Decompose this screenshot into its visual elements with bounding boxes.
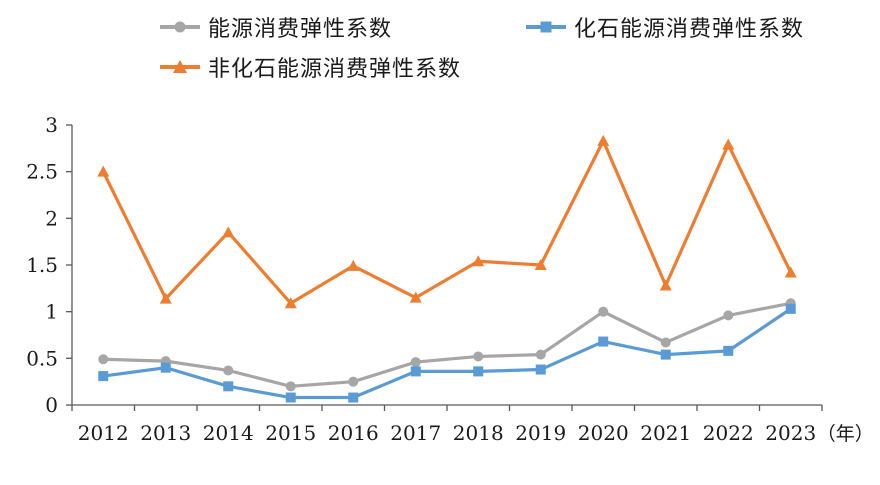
x-tick-label: 2019 bbox=[515, 421, 566, 445]
data-point bbox=[534, 259, 547, 270]
y-tick-label: 0 bbox=[45, 393, 58, 417]
y-tick-label: 1.5 bbox=[26, 253, 58, 277]
x-tick-label: 2015 bbox=[265, 421, 316, 445]
data-point bbox=[473, 366, 484, 377]
x-tick-label: 2017 bbox=[390, 421, 441, 445]
data-point bbox=[473, 351, 484, 362]
data-point bbox=[598, 306, 609, 317]
data-point bbox=[98, 371, 109, 382]
x-tick-label: 2016 bbox=[328, 421, 379, 445]
data-point bbox=[597, 134, 610, 146]
legend-item-nonfossil: 非化石能源消费弹性系数 bbox=[158, 52, 461, 82]
series-layer bbox=[97, 134, 797, 403]
data-point bbox=[660, 349, 671, 360]
x-axis-unit-label: （年） bbox=[817, 423, 874, 445]
x-tick-label: 2020 bbox=[578, 421, 629, 445]
data-point bbox=[784, 266, 797, 278]
data-point bbox=[410, 357, 421, 368]
data-point bbox=[348, 392, 359, 403]
legend-label-fossil: 化石能源消费弹性系数 bbox=[574, 17, 805, 42]
x-tick-label: 2021 bbox=[640, 421, 691, 445]
data-point bbox=[660, 337, 671, 348]
data-point bbox=[159, 292, 172, 304]
data-point bbox=[285, 381, 296, 392]
data-point bbox=[160, 362, 171, 373]
data-point bbox=[472, 255, 485, 267]
x-tick-label: 2022 bbox=[703, 421, 754, 445]
data-point bbox=[535, 364, 546, 375]
x-tick-label: 2023 bbox=[765, 421, 816, 445]
legend-item-fossil: 化石能源消费弹性系数 bbox=[524, 12, 804, 42]
data-point bbox=[223, 381, 234, 392]
labels-layer: 0 0.5 1 1.5 2 2.5 3 2012 2013 2014 2015 2016 2017 201… bbox=[26, 113, 874, 445]
y-tick-label: 0.5 bbox=[26, 346, 58, 370]
data-point bbox=[659, 279, 672, 291]
legend-line-circle-icon bbox=[160, 21, 200, 33]
data-point bbox=[284, 297, 297, 309]
data-point bbox=[285, 392, 296, 403]
series-line bbox=[103, 307, 792, 400]
legend-label-energy: 能源消费弹性系数 bbox=[208, 17, 393, 42]
data-point bbox=[409, 291, 422, 303]
data-point bbox=[223, 365, 234, 376]
data-point bbox=[722, 138, 735, 150]
data-point bbox=[98, 354, 109, 365]
data-point bbox=[535, 349, 546, 360]
data-point bbox=[598, 336, 609, 347]
x-tick-label: 2018 bbox=[453, 421, 504, 445]
data-point bbox=[410, 366, 421, 377]
series-1 bbox=[98, 303, 796, 403]
axes bbox=[66, 124, 823, 411]
series-line bbox=[101, 139, 793, 305]
x-tick-label: 2012 bbox=[78, 421, 129, 445]
x-tick-label: 2013 bbox=[140, 421, 191, 445]
series-line bbox=[103, 301, 792, 388]
legend-line-square-icon bbox=[526, 21, 566, 33]
data-point bbox=[348, 376, 359, 387]
data-point bbox=[97, 165, 110, 177]
y-tick-label: 1 bbox=[45, 300, 58, 324]
y-tick-label: 2 bbox=[45, 206, 58, 230]
legend: 能源消费弹性系数 化石能源消费弹性系数 非化石能源消费弹性系数 bbox=[0, 0, 880, 100]
data-point bbox=[347, 259, 360, 271]
legend-label-nonfossil: 非化石能源消费弹性系数 bbox=[208, 57, 462, 82]
data-point bbox=[222, 226, 235, 238]
legend-item-energy: 能源消费弹性系数 bbox=[158, 12, 392, 42]
y-tick-label: 2.5 bbox=[26, 160, 58, 184]
series-2 bbox=[97, 134, 797, 309]
data-point bbox=[785, 303, 796, 314]
data-point bbox=[723, 310, 734, 321]
data-point bbox=[723, 345, 734, 356]
x-tick-label: 2014 bbox=[203, 421, 254, 445]
legend-line-triangle-icon bbox=[160, 60, 200, 73]
y-tick-label: 3 bbox=[45, 113, 58, 137]
